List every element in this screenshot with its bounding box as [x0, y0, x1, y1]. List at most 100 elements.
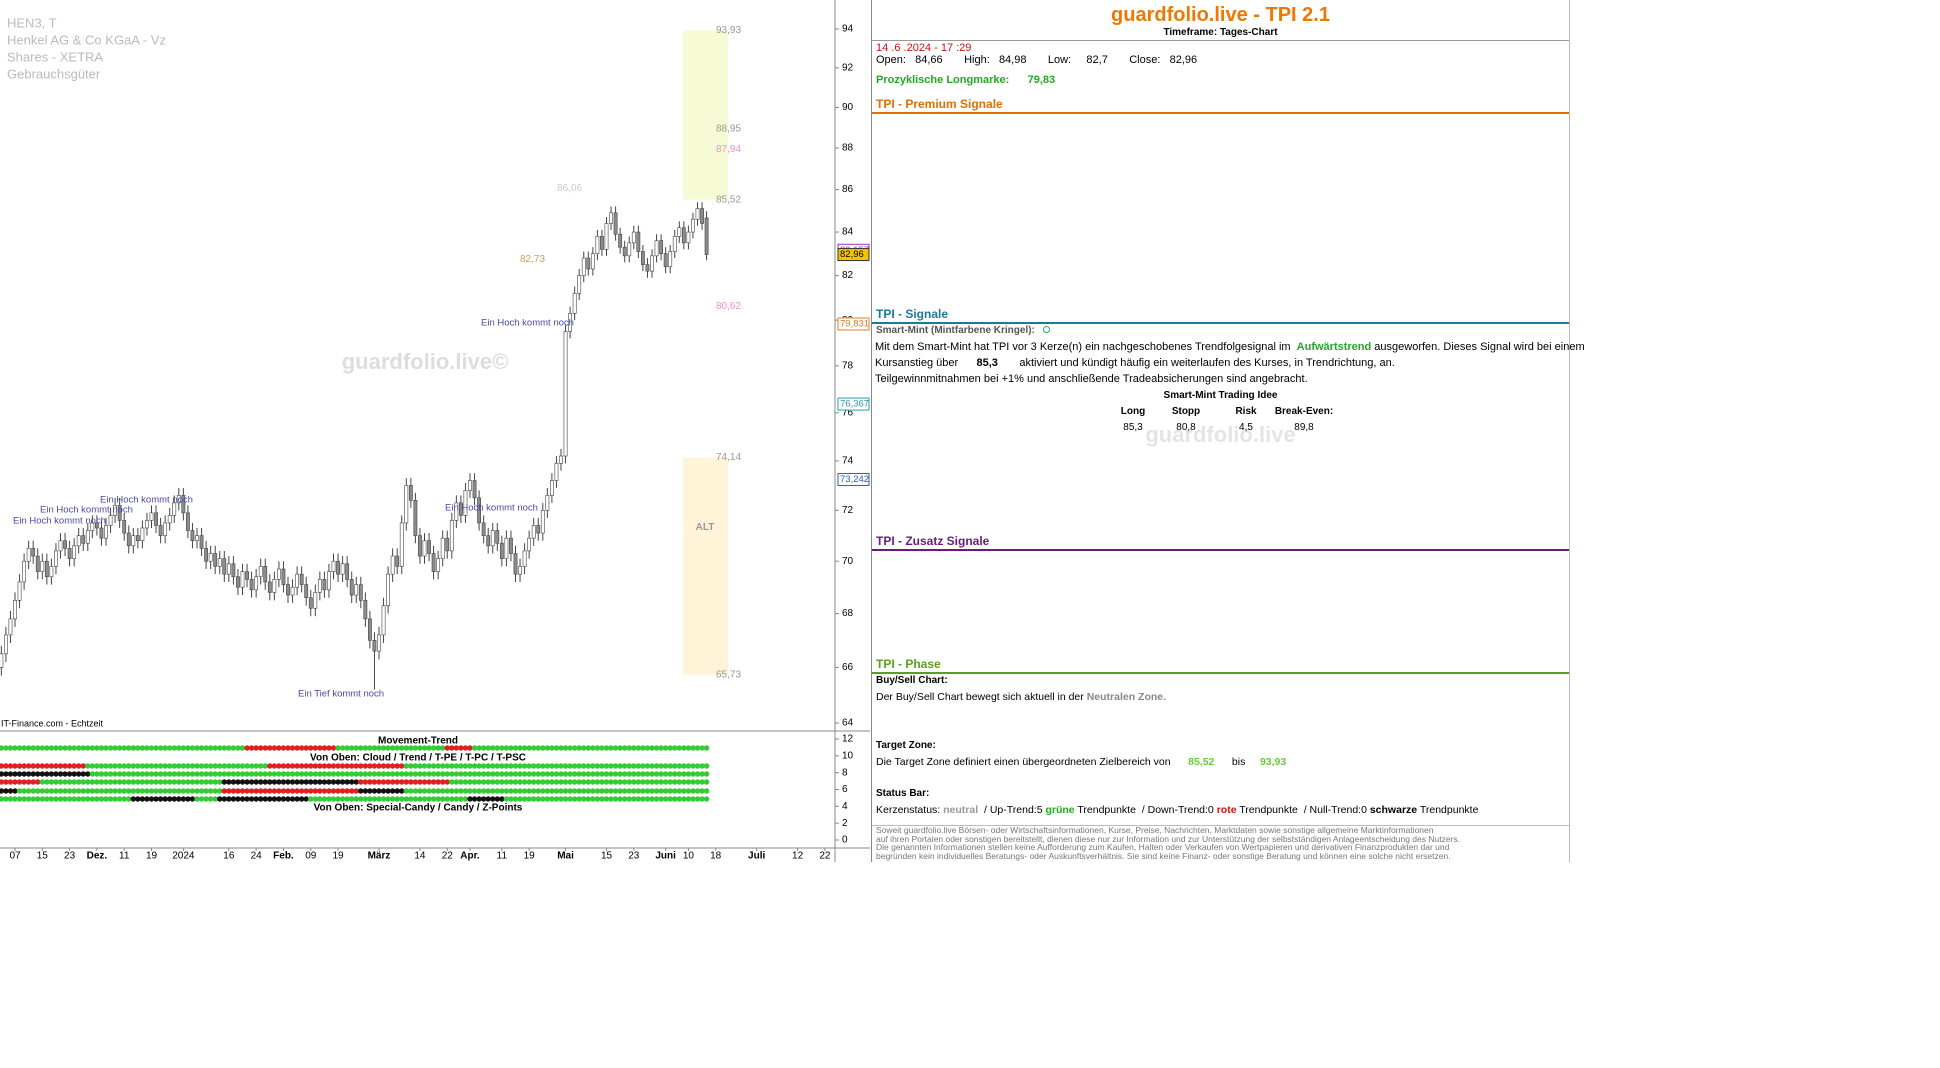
- trend-dot: [622, 779, 628, 785]
- candle-body: [331, 560, 336, 572]
- x-tick-label: 07: [9, 851, 21, 862]
- trend-dot: [526, 745, 532, 751]
- trend-dot: [112, 788, 118, 794]
- trend-dot: [635, 771, 642, 777]
- market: Shares - XETRA: [7, 49, 103, 64]
- trend-dot: [380, 763, 387, 769]
- trend-dot: [258, 771, 264, 777]
- trend-dot: [526, 771, 532, 777]
- trend-dot: [385, 763, 391, 769]
- trend-dot: [312, 763, 318, 769]
- trend-dot: [339, 771, 346, 777]
- trend-dot: [107, 779, 114, 785]
- trend-dot: [230, 771, 237, 777]
- trend-dot: [25, 745, 32, 751]
- trend-dot: [599, 779, 605, 785]
- trend-dot: [544, 788, 551, 794]
- trend-dot: [253, 796, 259, 802]
- axis-tag-label: 73,242: [840, 474, 869, 485]
- level-label: 80,62: [716, 301, 741, 312]
- candle-body: [372, 639, 377, 652]
- trend-dot: [335, 779, 341, 785]
- trend-dot: [98, 788, 105, 794]
- candle-body: [254, 576, 259, 591]
- trend-dot: [490, 771, 496, 777]
- trend-dot: [85, 771, 91, 777]
- trend-dot: [66, 788, 73, 794]
- trend-dot: [471, 745, 478, 751]
- trend-dot: [444, 788, 450, 794]
- trend-dot: [344, 779, 350, 785]
- trend-dot: [116, 796, 123, 802]
- trend-dot: [521, 788, 528, 794]
- trend-dot: [89, 763, 96, 769]
- trend-dot: [640, 796, 646, 802]
- trend-dot: [508, 779, 514, 785]
- trend-dot: [7, 788, 14, 794]
- trend-dot: [112, 763, 118, 769]
- sector: Gebrauchsgüter: [7, 66, 101, 81]
- trend-dot: [480, 745, 487, 751]
- candle-body: [226, 563, 231, 575]
- trend-dot: [426, 745, 432, 751]
- trend-dot: [517, 771, 523, 777]
- trend-dot: [330, 763, 337, 769]
- candle-body: [463, 490, 468, 516]
- text: Mit dem Smart-Mint hat TPI vor 3 Kerze(n…: [875, 341, 1291, 353]
- trend-dot: [622, 796, 628, 802]
- trend-dot: [399, 745, 405, 751]
- candle-body: [418, 535, 422, 557]
- trend-dot: [76, 771, 82, 777]
- trend-dot: [458, 779, 464, 785]
- x-tick-label: 19: [332, 851, 344, 862]
- text: Kursanstieg über: [875, 357, 959, 369]
- trend-dot: [640, 745, 646, 751]
- trend-dot: [298, 779, 305, 785]
- trend-dot: [631, 788, 637, 794]
- trend-dot: [0, 745, 5, 751]
- trend-dot: [699, 779, 705, 785]
- axis-tag: [837, 248, 870, 262]
- trend-dot: [658, 779, 664, 785]
- trend-dot: [308, 763, 314, 769]
- candle-body: [167, 515, 172, 524]
- x-tick-label: 23: [64, 851, 76, 862]
- candle-body: [622, 246, 627, 257]
- trend-dot: [0, 771, 5, 777]
- divider: [872, 825, 1569, 826]
- trend-dot: [53, 763, 59, 769]
- candle-body: [522, 550, 527, 567]
- trend-dot: [276, 788, 282, 794]
- x-tick-label: 14: [414, 851, 426, 862]
- candle-body: [17, 581, 22, 601]
- phase-heading: Buy/Sell Chart:: [876, 675, 948, 686]
- candle-body: [549, 480, 554, 496]
- candle-body: [208, 553, 213, 562]
- trend-dot: [517, 745, 523, 751]
- word: grüne: [1045, 804, 1075, 816]
- x-tick-label: 15: [601, 851, 613, 862]
- trend-dot: [25, 771, 32, 777]
- trend-dot: [685, 788, 692, 794]
- trend-dot: [512, 796, 519, 802]
- trend-dot: [358, 779, 364, 785]
- trend-dot: [576, 745, 582, 751]
- trend-dot: [521, 763, 528, 769]
- trend-dot: [294, 763, 300, 769]
- trend-dot: [453, 771, 460, 777]
- trend-dot: [349, 779, 355, 785]
- trend-dot: [517, 763, 523, 769]
- candle-body: [472, 480, 477, 499]
- trend-dot: [262, 745, 268, 751]
- candle-body: [399, 522, 404, 567]
- trend-dot: [658, 796, 664, 802]
- trend-dot: [649, 763, 655, 769]
- trend-dot: [235, 779, 241, 785]
- trend-dot: [480, 788, 487, 794]
- trend-dot: [649, 745, 655, 751]
- x-tick-label: Apr.: [460, 851, 480, 862]
- trend-dot: [262, 788, 268, 794]
- trend-dot: [16, 779, 23, 785]
- y-tick-label: 12: [842, 734, 854, 745]
- trend-dot: [485, 796, 491, 802]
